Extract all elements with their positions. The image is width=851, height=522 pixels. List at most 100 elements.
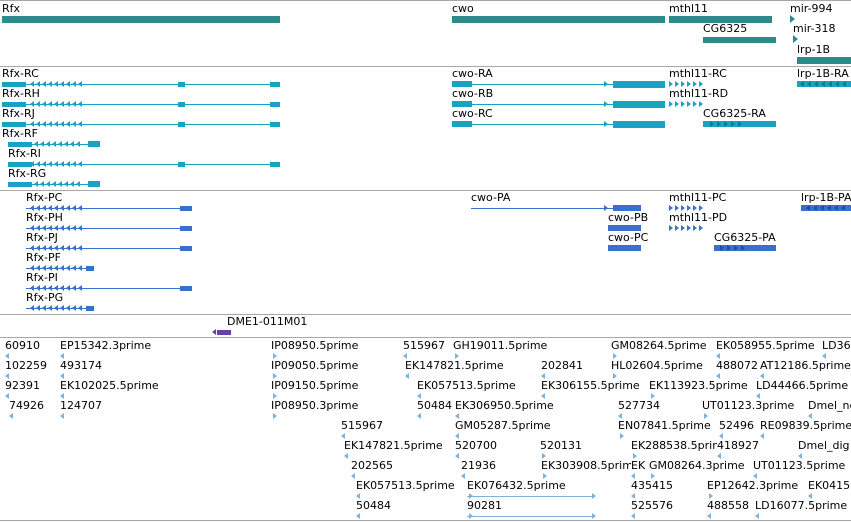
est-label: EP12642.3prime xyxy=(707,479,800,492)
strand-arrow-icon xyxy=(40,181,44,187)
protein-feature[interactable] xyxy=(26,248,192,249)
exon-block[interactable] xyxy=(613,101,665,108)
exon-block[interactable] xyxy=(8,142,32,147)
exon-block[interactable] xyxy=(88,181,100,187)
exon-block[interactable] xyxy=(270,102,280,107)
exon-block[interactable] xyxy=(180,226,192,231)
strand-arrow-icon xyxy=(78,225,82,231)
est-feature xyxy=(756,393,760,399)
exon-block[interactable] xyxy=(8,162,32,167)
transcript-label: Rfx-RH xyxy=(2,87,41,100)
exon-block[interactable] xyxy=(178,102,185,107)
strand-arrow-icon xyxy=(76,141,80,147)
exon-block[interactable] xyxy=(180,206,192,211)
transcript-feature[interactable] xyxy=(2,84,280,85)
exon-block[interactable] xyxy=(178,122,185,127)
transcript-feature[interactable] xyxy=(452,84,665,85)
exon-block[interactable] xyxy=(613,121,665,128)
track-separator-genes xyxy=(0,66,851,67)
transcript-feature[interactable] xyxy=(2,104,280,105)
strand-arrow-icon xyxy=(693,101,697,107)
gene-feature[interactable] xyxy=(703,37,776,43)
exon-block[interactable] xyxy=(178,82,185,87)
marker-feature[interactable] xyxy=(217,330,231,335)
exon-block[interactable] xyxy=(180,286,192,291)
est-label: EK xyxy=(631,459,647,472)
gene-label: Rfx xyxy=(2,2,22,15)
est-label: EK288538.5prime xyxy=(631,439,731,452)
exon-block[interactable] xyxy=(608,245,641,251)
track-separator-markers xyxy=(0,337,851,338)
exon-block[interactable] xyxy=(801,205,851,211)
gene-feature[interactable] xyxy=(669,16,772,23)
exon-block[interactable] xyxy=(270,122,280,127)
transcript-feature[interactable] xyxy=(8,164,280,165)
est-feature[interactable] xyxy=(467,516,593,517)
protein-label: lrp-1B-PA xyxy=(801,191,851,204)
transcript-feature[interactable] xyxy=(2,124,280,125)
strand-arrow-icon xyxy=(814,81,818,87)
strand-arrow-icon xyxy=(72,161,76,167)
strand-arrow-icon xyxy=(60,121,64,127)
est-label: 124707 xyxy=(60,399,103,412)
strand-arrow-icon xyxy=(30,161,34,167)
transcript-feature[interactable] xyxy=(452,124,665,125)
est-label: UT01123.3prime xyxy=(702,399,796,412)
strand-arrow-icon xyxy=(78,121,82,127)
exon-block[interactable] xyxy=(270,162,280,167)
exon-block[interactable] xyxy=(2,102,26,107)
exon-block[interactable] xyxy=(8,182,32,187)
exon-block[interactable] xyxy=(452,101,472,107)
strand-arrow-icon xyxy=(70,141,74,147)
exon-block[interactable] xyxy=(613,81,665,88)
strand-arrow-icon xyxy=(30,225,34,231)
exon-block[interactable] xyxy=(180,246,192,251)
est-label: LD16077.5prime xyxy=(755,499,849,512)
strand-arrow-icon xyxy=(36,81,40,87)
protein-feature[interactable] xyxy=(26,208,192,209)
strand-arrow-icon xyxy=(669,81,673,87)
strand-arrow-icon xyxy=(48,265,52,271)
strand-arrow-icon xyxy=(724,121,728,127)
protein-feature[interactable] xyxy=(471,208,641,209)
strand-arrow-icon xyxy=(72,285,76,291)
exon-block[interactable] xyxy=(714,245,776,251)
protein-feature[interactable] xyxy=(26,228,192,229)
strand-arrow-icon xyxy=(60,305,64,311)
exon-block[interactable] xyxy=(178,162,185,167)
gene-feature[interactable] xyxy=(452,16,665,23)
est-feature xyxy=(9,413,13,419)
exon-block[interactable] xyxy=(452,121,472,127)
est-label: EK147821.5prime xyxy=(344,439,444,452)
gene-label: mthl11 xyxy=(669,2,710,15)
strand-arrow-icon xyxy=(675,205,679,211)
strand-arrow-icon xyxy=(36,305,40,311)
est-label: 202565 xyxy=(351,459,394,472)
strand-arrow-icon xyxy=(66,245,70,251)
strand-arrow-icon xyxy=(72,121,76,127)
exon-block[interactable] xyxy=(2,122,26,127)
est-label: 515967 xyxy=(403,339,446,352)
est-feature xyxy=(541,393,545,399)
est-label: LD36 xyxy=(822,339,851,352)
exon-block[interactable] xyxy=(88,141,100,147)
exon-block[interactable] xyxy=(270,82,280,87)
strand-arrow-icon xyxy=(806,205,810,211)
gene-feature[interactable] xyxy=(2,16,280,23)
exon-block[interactable] xyxy=(86,306,94,311)
exon-block[interactable] xyxy=(86,266,94,271)
est-label: EK303908.5prime xyxy=(541,459,641,472)
protein-label: mthl11-PD xyxy=(669,211,729,224)
protein-feature[interactable] xyxy=(26,288,192,289)
strand-arrow-icon xyxy=(48,101,52,107)
exon-block[interactable] xyxy=(613,205,641,211)
est-arrow-icon xyxy=(592,513,596,519)
est-feature xyxy=(60,353,64,359)
exon-block[interactable] xyxy=(608,225,641,231)
track-border-bottom xyxy=(0,520,851,521)
transcript-feature[interactable] xyxy=(452,104,665,105)
gene-feature[interactable] xyxy=(797,57,851,64)
exon-block[interactable] xyxy=(452,81,472,87)
exon-block[interactable] xyxy=(2,82,26,87)
est-feature[interactable] xyxy=(467,496,593,497)
